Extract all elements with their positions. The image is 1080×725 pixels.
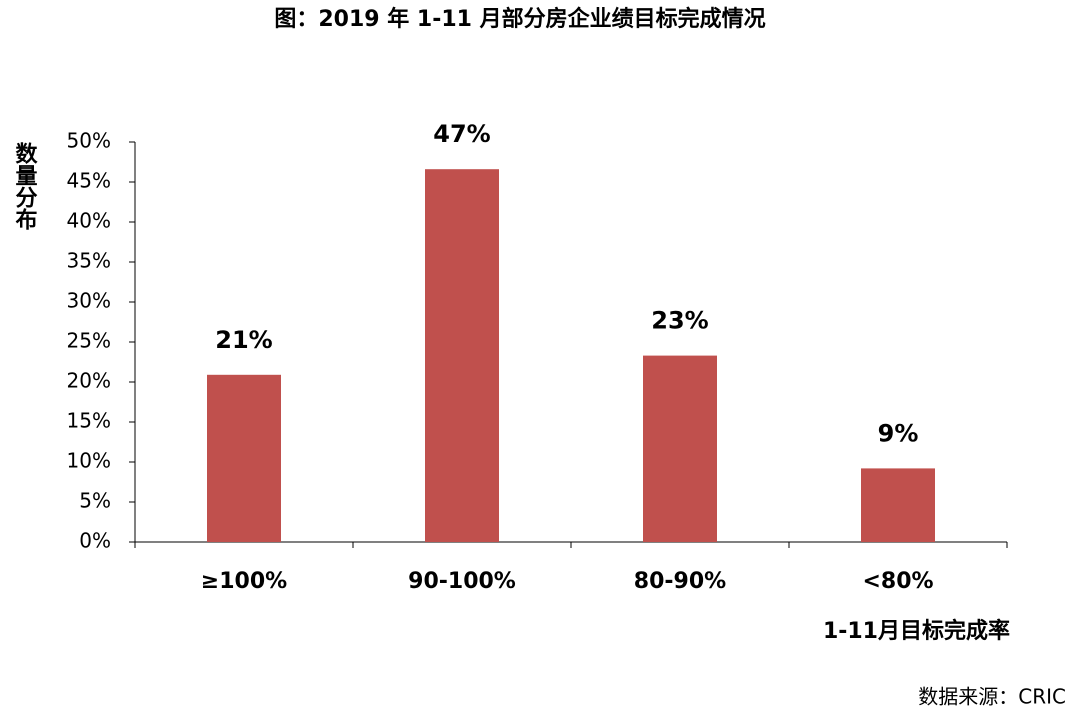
y-tick-label: 35%: [67, 249, 111, 273]
y-tick-label: 5%: [79, 489, 111, 513]
y-tick-label: 25%: [67, 329, 111, 353]
bar: [425, 169, 499, 542]
x-tick-label: 80-90%: [634, 569, 726, 594]
y-tick-label: 45%: [67, 169, 111, 193]
x-tick-label: ≥100%: [201, 569, 287, 594]
y-tick-label: 50%: [67, 129, 111, 153]
y-tick-label: 10%: [67, 449, 111, 473]
value-label: 23%: [651, 307, 708, 335]
bar: [207, 374, 281, 542]
source-note: 数据来源：CRIC: [918, 685, 1066, 709]
y-tick-label: 15%: [67, 409, 111, 433]
value-label: 47%: [433, 120, 490, 148]
y-tick-label: 40%: [67, 209, 111, 233]
y-axis-title: 数量分布: [12, 141, 38, 230]
bar: [861, 468, 935, 542]
x-axis-title: 1-11月目标完成率: [823, 618, 1010, 644]
y-tick-label: 20%: [67, 369, 111, 393]
value-label: 21%: [215, 326, 272, 354]
x-tick-label: 90-100%: [408, 569, 516, 594]
bar: [643, 355, 717, 542]
value-label: 9%: [878, 419, 919, 447]
y-tick-label: 30%: [67, 289, 111, 313]
chart-title: 图：2019 年 1-11 月部分房企业绩目标完成情况: [274, 6, 765, 32]
y-tick-label: 0%: [79, 529, 111, 553]
x-tick-label: <80%: [862, 569, 933, 594]
